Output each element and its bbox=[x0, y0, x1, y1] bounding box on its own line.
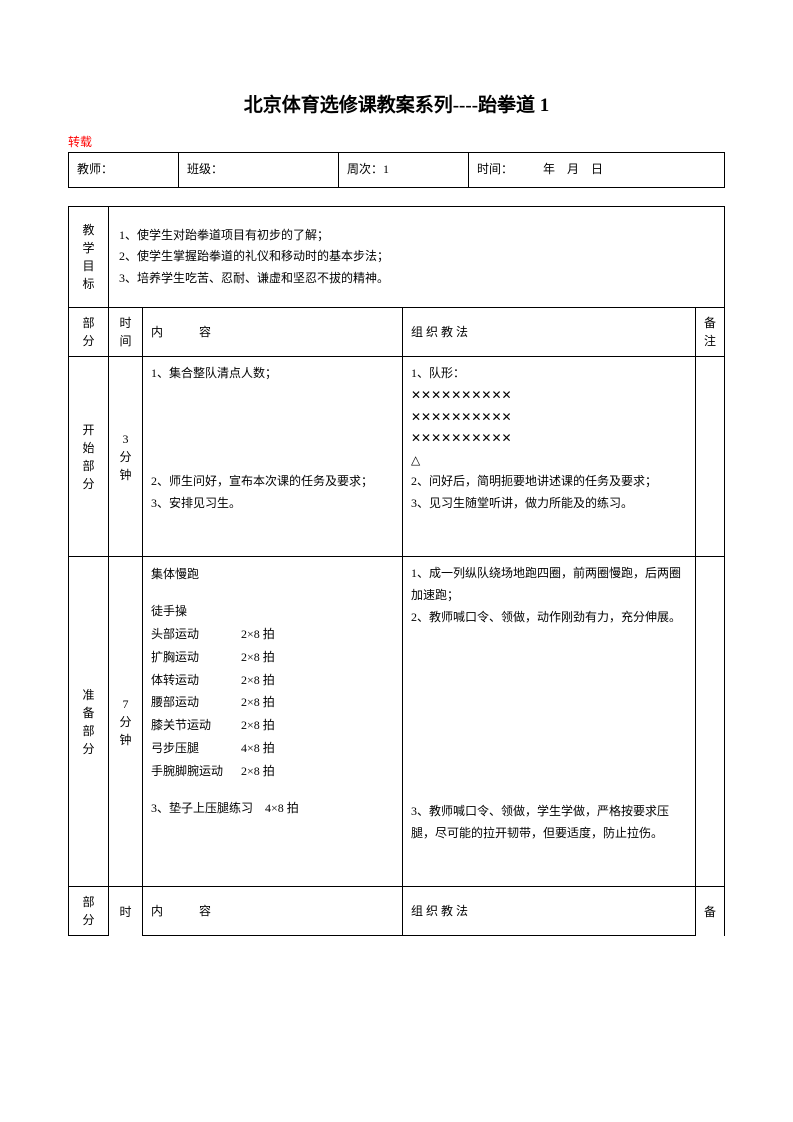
exercise-item: 手腕脚腕运动2×8 拍 bbox=[151, 760, 394, 783]
content-line: 3、垫子上压腿练习 4×8 拍 bbox=[151, 797, 394, 820]
part-cell: 准 备部 分 bbox=[69, 557, 109, 887]
exercise-item: 膝关节运动2×8 拍 bbox=[151, 714, 394, 737]
class-cell: 班级： bbox=[179, 153, 339, 188]
col-part: 部分 bbox=[69, 308, 109, 357]
exercise-item: 扩胸运动2×8 拍 bbox=[151, 646, 394, 669]
content-cell: 集体慢跑 徒手操 头部运动2×8 拍扩胸运动2×8 拍体转运动2×8 拍腰部运动… bbox=[143, 557, 403, 887]
table-row: 准 备部 分 7 分钟 集体慢跑 徒手操 头部运动2×8 拍扩胸运动2×8 拍体… bbox=[69, 557, 725, 887]
goal-content: 1、使学生对跆拳道项目有初步的了解； 2、使学生掌握跆拳道的礼仪和移动时的基本步… bbox=[109, 206, 725, 308]
exercise-name: 头部运动 bbox=[151, 623, 241, 646]
part-cell: 开 始部 分 bbox=[69, 357, 109, 557]
footer-header-row: 部分 时 内 容 组 织 教 法 备 bbox=[69, 887, 725, 936]
col-method: 组 织 教 法 bbox=[403, 887, 696, 936]
col-time: 时间 bbox=[109, 308, 143, 357]
info-table: 教师： 班级： 周次：1 时间： 年 月 日 bbox=[68, 152, 725, 188]
exercise-count: 2×8 拍 bbox=[241, 714, 275, 737]
col-content: 内 容 bbox=[143, 308, 403, 357]
col-part: 部分 bbox=[69, 887, 109, 936]
content-cell: 1、集合整队清点人数； 2、师生问好，宣布本次课的任务及要求； 3、安排见习生。 bbox=[143, 357, 403, 557]
exercise-name: 扩胸运动 bbox=[151, 646, 241, 669]
goal-label: 教学目标 bbox=[69, 206, 109, 308]
exercise-item: 腰部运动2×8 拍 bbox=[151, 691, 394, 714]
exercise-item: 头部运动2×8 拍 bbox=[151, 623, 394, 646]
col-time: 时 bbox=[109, 887, 143, 936]
date-blank: 年 月 日 bbox=[543, 162, 603, 176]
exercise-name: 弓步压腿 bbox=[151, 737, 241, 760]
note-label: 转载 bbox=[68, 133, 725, 150]
exercise-name: 体转运动 bbox=[151, 669, 241, 692]
page-title: 北京体育选修课教案系列----跆拳道 1 bbox=[68, 90, 725, 117]
content-line: 集体慢跑 bbox=[151, 563, 394, 586]
method-cell: 1、成一列纵队绕场地跑四圈，前两圈慢跑，后两圈加速跑； 2、教师喊口令、领做，动… bbox=[403, 557, 696, 887]
main-table: 教学目标 1、使学生对跆拳道项目有初步的了解； 2、使学生掌握跆拳道的礼仪和移动… bbox=[68, 206, 725, 937]
exercise-count: 2×8 拍 bbox=[241, 760, 275, 783]
time-cell: 时间： 年 月 日 bbox=[469, 153, 725, 188]
time-label: 时间： bbox=[477, 162, 507, 176]
col-remark: 备注 bbox=[695, 308, 724, 357]
time-cell: 7 分钟 bbox=[109, 557, 143, 887]
exercise-count: 2×8 拍 bbox=[241, 691, 275, 714]
exercise-count: 2×8 拍 bbox=[241, 669, 275, 692]
col-remark: 备 bbox=[695, 887, 724, 936]
exercise-item: 弓步压腿4×8 拍 bbox=[151, 737, 394, 760]
remark-cell bbox=[695, 557, 724, 887]
exercise-count: 2×8 拍 bbox=[241, 623, 275, 646]
week-cell: 周次：1 bbox=[339, 153, 469, 188]
col-content: 内 容 bbox=[143, 887, 403, 936]
exercise-count: 2×8 拍 bbox=[241, 646, 275, 669]
remark-cell bbox=[695, 357, 724, 557]
week-label: 周次： bbox=[347, 162, 383, 176]
exercise-name: 腰部运动 bbox=[151, 691, 241, 714]
exercise-item: 体转运动2×8 拍 bbox=[151, 669, 394, 692]
content-line: 徒手操 bbox=[151, 600, 394, 623]
teacher-cell: 教师： bbox=[69, 153, 179, 188]
method-cell: 1、队形： ✕✕✕✕✕✕✕✕✕✕ ✕✕✕✕✕✕✕✕✕✕ ✕✕✕✕✕✕✕✕✕✕ △… bbox=[403, 357, 696, 557]
table-row: 开 始部 分 3 分钟 1、集合整队清点人数； 2、师生问好，宣布本次课的任务及… bbox=[69, 357, 725, 557]
time-cell: 3 分钟 bbox=[109, 357, 143, 557]
col-method: 组 织 教 法 bbox=[403, 308, 696, 357]
exercise-count: 4×8 拍 bbox=[241, 737, 275, 760]
exercise-name: 膝关节运动 bbox=[151, 714, 241, 737]
exercise-name: 手腕脚腕运动 bbox=[151, 760, 241, 783]
week-value: 1 bbox=[383, 162, 389, 176]
